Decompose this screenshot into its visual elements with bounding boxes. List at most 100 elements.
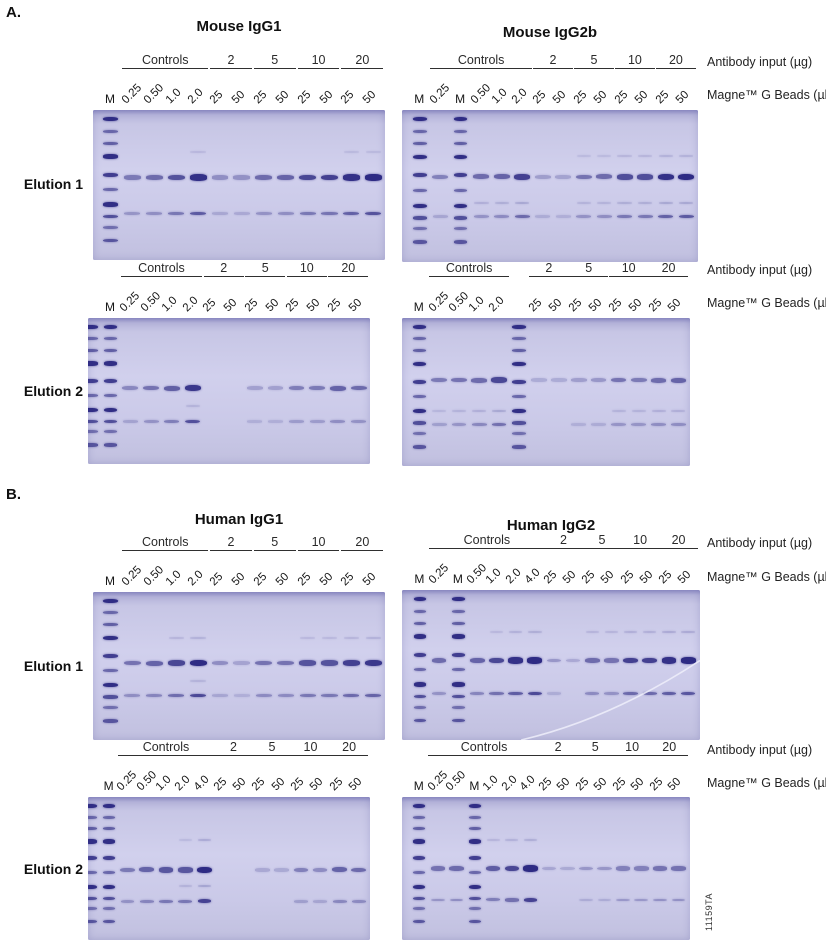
protein-band-light-chain [255, 212, 272, 215]
lane-label: 25 [646, 296, 664, 315]
protein-band-minor [474, 201, 489, 204]
lane-label: 2.0 [180, 294, 201, 315]
protein-band-minor [343, 636, 360, 639]
lane-group-header: 2 [203, 260, 244, 277]
protein-band-heavy-chain [177, 867, 193, 873]
lane-label: 25 [295, 88, 313, 107]
gel-image-human-igg1-elution1 [93, 592, 385, 740]
gel-title: Mouse IgG2b [502, 24, 598, 41]
lane-label: 25 [618, 568, 636, 587]
protein-band-heavy-chain [254, 868, 270, 872]
marker-band [103, 623, 118, 627]
lane-label: 25 [242, 296, 261, 315]
protein-band-light-chain [120, 900, 135, 903]
lane-label: 0.25 [120, 81, 145, 107]
lane-group-header: 20 [341, 52, 384, 69]
marker-lane-label: M [105, 92, 116, 106]
protein-band-light-chain [211, 694, 229, 697]
marker-band [413, 705, 427, 709]
marker-band [103, 407, 118, 413]
protein-band-heavy-chain [642, 657, 658, 664]
lane-label: 50 [229, 88, 248, 107]
protein-band-light-chain [351, 420, 367, 424]
protein-band-minor [523, 838, 537, 841]
protein-band-minor [197, 884, 212, 887]
protein-band-heavy-chain [309, 385, 326, 391]
marker-band [512, 445, 526, 449]
protein-band-light-chain [489, 691, 504, 696]
protein-band-light-chain [681, 691, 696, 696]
marker-band [88, 856, 98, 861]
protein-band-heavy-chain [680, 657, 696, 664]
marker-band [468, 826, 481, 830]
protein-band-heavy-chain [578, 866, 594, 871]
protein-band-heavy-chain [342, 174, 360, 181]
protein-band-heavy-chain [364, 660, 382, 666]
marker-band [468, 803, 481, 808]
protein-band-minor [472, 410, 487, 413]
protein-band-light-chain [178, 899, 193, 903]
marker-band [453, 203, 468, 208]
lane-label: 0.50 [142, 81, 167, 107]
protein-band-heavy-chain [350, 385, 367, 391]
protein-band-light-chain [168, 693, 185, 698]
marker-band [453, 129, 468, 133]
protein-band-light-chain [431, 423, 447, 426]
marker-band [103, 188, 118, 191]
marker-band [103, 668, 118, 672]
marker-band [412, 216, 427, 220]
marker-band [88, 348, 98, 352]
lane-group-header: Controls [429, 260, 509, 277]
protein-band-light-chain [494, 214, 510, 218]
protein-band-minor [178, 884, 192, 887]
protein-band-minor [528, 631, 542, 633]
protein-band-heavy-chain [122, 385, 139, 391]
marker-band [103, 154, 118, 159]
marker-band [102, 839, 116, 844]
marker-band [512, 337, 526, 341]
marker-band [468, 815, 481, 819]
protein-band-heavy-chain [267, 386, 284, 390]
marker-band [103, 635, 118, 641]
marker-band [103, 719, 118, 723]
marker-band [103, 419, 118, 424]
protein-band-heavy-chain [678, 173, 695, 180]
lane-label: 2.0 [509, 86, 530, 107]
marker-band [103, 443, 118, 447]
protein-band-light-chain [597, 898, 612, 902]
marker-band [453, 141, 468, 145]
gel-image-human-igg1-elution2 [88, 797, 370, 940]
marker-band [413, 856, 426, 861]
marker-band [103, 695, 118, 699]
lane-label: 25 [566, 296, 585, 315]
protein-band-heavy-chain [486, 865, 501, 872]
lane-label: 50 [229, 570, 248, 589]
protein-band-light-chain [277, 212, 294, 215]
lane-label: 25 [250, 775, 268, 794]
marker-band [412, 408, 426, 414]
lane-label: 0.25 [427, 81, 453, 107]
protein-band-minor [432, 410, 447, 413]
protein-band-minor [617, 201, 632, 204]
marker-band [88, 826, 98, 830]
marker-band [512, 349, 526, 353]
lane-label: 25 [571, 88, 590, 107]
marker-band [451, 621, 465, 625]
protein-band-heavy-chain [211, 175, 229, 180]
protein-band-heavy-chain [431, 377, 447, 383]
protein-band-heavy-chain [321, 660, 338, 666]
protein-band-heavy-chain [184, 385, 201, 392]
marker-band [102, 884, 116, 890]
protein-band-heavy-chain [299, 660, 317, 666]
protein-band-heavy-chain [145, 660, 163, 666]
protein-band-light-chain [616, 898, 630, 902]
marker-band [88, 430, 98, 434]
lane-label: 50 [269, 775, 288, 794]
lane-label: 1.0 [164, 568, 184, 589]
marker-band [413, 694, 427, 699]
protein-band-minor [494, 201, 509, 204]
protein-band-heavy-chain [630, 377, 647, 383]
gel-image-human-igg2-elution2 [402, 797, 690, 940]
marker-band [413, 718, 427, 723]
protein-band-heavy-chain [197, 866, 212, 874]
